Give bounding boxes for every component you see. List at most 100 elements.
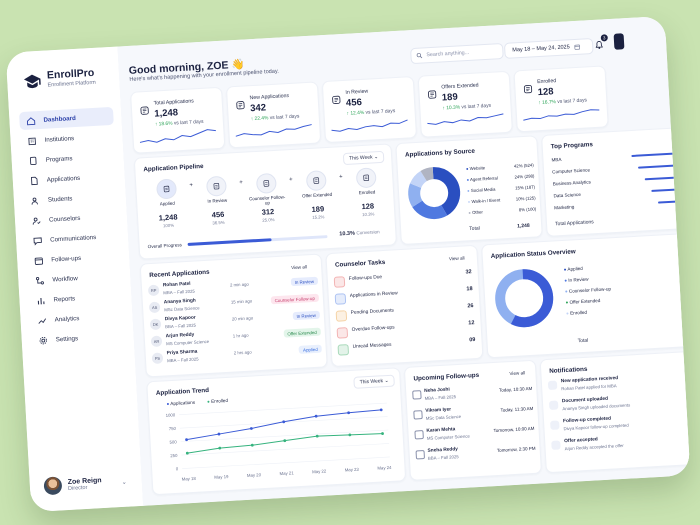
data-point[interactable] xyxy=(250,443,254,447)
avatar: AS xyxy=(148,301,161,314)
applied-time: 1 hr ago xyxy=(232,332,249,339)
status-legend-item: ● Counselor Follow-up xyxy=(565,286,611,294)
sidebar-item-counselors[interactable]: Counselors xyxy=(25,207,120,230)
status-badge: In Review xyxy=(290,276,319,287)
data-point[interactable] xyxy=(282,420,286,424)
source-slice[interactable] xyxy=(408,167,461,220)
followup-item[interactable]: Karan Mehta MS Computer Science Tomorrow, … xyxy=(414,423,535,446)
sidebar-item-applications[interactable]: Applications xyxy=(22,167,117,190)
stage-icon xyxy=(255,172,277,194)
kpi-value: 342 xyxy=(249,102,267,115)
status-label: Applied xyxy=(567,265,583,272)
user-profile[interactable]: Zoe Reign Director ⌄ xyxy=(43,473,127,496)
data-point[interactable] xyxy=(315,434,319,438)
source-slice[interactable] xyxy=(408,167,461,220)
task-item[interactable]: Unread Messages 09 xyxy=(337,336,476,357)
date-range-picker[interactable]: May 18 – May 24, 2025 xyxy=(503,37,594,59)
pipeline-stage[interactable]: In Review 456 36.5% xyxy=(196,175,239,226)
task-icon xyxy=(335,310,348,322)
followup-item[interactable]: Neha Joshi MBA – Fall 2025 Today, 10:30 AM xyxy=(412,383,533,406)
applied-time: 20 min ago xyxy=(231,315,254,322)
data-point[interactable] xyxy=(381,432,384,435)
data-point[interactable] xyxy=(283,439,287,443)
profile-menu-button[interactable] xyxy=(613,33,625,50)
y-tick-label: 0 xyxy=(176,466,179,471)
source-legend-label: ● Other xyxy=(468,209,483,215)
sidebar-item-dashboard[interactable]: Dashboard xyxy=(19,106,114,131)
source-slice[interactable] xyxy=(408,167,461,220)
pipeline-stage[interactable]: Applied 1,248 100% xyxy=(146,178,189,229)
plus-icon: + xyxy=(239,179,243,186)
users-icon xyxy=(31,196,40,205)
status-label: Counselor Follow-up xyxy=(568,286,612,294)
source-label: Website xyxy=(469,165,486,172)
avatar[interactable] xyxy=(43,476,63,496)
data-point[interactable] xyxy=(347,411,351,415)
chevron-down-icon[interactable]: ⌄ xyxy=(121,479,127,486)
pipeline-stage[interactable]: Enrolled 128 10.3% xyxy=(346,167,389,218)
sidebar-item-programs[interactable]: Programs xyxy=(21,147,116,170)
status-legend-item: ● In Review xyxy=(564,277,588,283)
source-label: Social Media xyxy=(470,186,496,194)
data-point[interactable] xyxy=(348,433,352,437)
sidebar-item-reports[interactable]: Reports xyxy=(29,287,124,310)
kpi-card-new-applications[interactable]: New Applications 342 ↑ 22.4% vs last 7 day… xyxy=(225,81,322,149)
chart-icon xyxy=(36,295,45,304)
trend-filter[interactable]: This Week ⌄ xyxy=(353,374,396,389)
bell-icon[interactable] xyxy=(594,39,605,50)
kpi-sparkline xyxy=(427,113,504,125)
grid-line xyxy=(181,443,390,456)
task-label: Overdue Follow-ups xyxy=(351,325,395,333)
pipeline-stage[interactable]: Counselor Follow-up 312 25.0% xyxy=(246,172,289,223)
stage-icon xyxy=(155,178,178,200)
followup-item[interactable]: Sneha Reddy BBA – Fall 2025 Tomorrow, 2:30… xyxy=(415,443,536,466)
source-value: 42% (524) xyxy=(513,162,534,169)
data-point[interactable] xyxy=(249,427,253,430)
program-name: Marketing xyxy=(554,204,575,211)
kpi-delta-value: ↑ 16.7% xyxy=(538,100,557,107)
recent-view-all-link[interactable]: View all xyxy=(290,264,307,271)
sidebar-item-workflow[interactable]: Workflow xyxy=(28,267,123,290)
sidebar-item-settings[interactable]: Settings xyxy=(31,327,126,350)
kpi-card-total-applications[interactable]: Total Applications 1,248 ↑ 18.6% vs last 7… xyxy=(130,86,226,154)
data-point[interactable] xyxy=(185,438,188,442)
upcoming-view-all-link[interactable]: View all xyxy=(509,370,526,377)
followup-name: Sneha Reddy xyxy=(427,447,459,454)
search-input[interactable]: Search anything... xyxy=(410,43,504,65)
sidebar-item-communications[interactable]: Communications xyxy=(26,227,121,250)
kpi-card-in-review[interactable]: In Review 456 ↑ 12.4% vs last 7 days xyxy=(321,76,418,144)
data-point[interactable] xyxy=(218,446,222,450)
data-point[interactable] xyxy=(185,451,189,455)
stage-percent: 10.3% xyxy=(362,211,375,218)
badge-icon xyxy=(427,86,437,99)
data-point[interactable] xyxy=(217,432,221,436)
status-badge: Offer Extended xyxy=(283,327,321,338)
applicant-program: MS Computer Science xyxy=(166,338,210,347)
kpi-sparkline xyxy=(331,119,408,132)
book-icon xyxy=(28,156,37,165)
notification-detail: Arjun Reddy accepted the offer xyxy=(564,442,624,452)
data-point[interactable] xyxy=(379,408,383,412)
stage-percent: 15.2% xyxy=(312,214,325,220)
progress-track xyxy=(187,235,328,246)
app-window: EnrollPro Enrollment Platform Dashboard I… xyxy=(5,15,691,513)
source-legend-label: ● Social Media xyxy=(467,187,496,194)
source-legend-item: ● Agent Referral 24% (298) xyxy=(466,173,534,182)
sidebar-item-label: Students xyxy=(47,194,73,204)
sidebar-item-institutions[interactable]: Institutions xyxy=(20,127,115,150)
followup-item[interactable]: Vikram Iyer MSc Data Science Today, 11:30 … xyxy=(413,403,534,426)
stage-percent: 25.0% xyxy=(262,217,275,223)
sidebar-item-follow-ups[interactable]: Follow-ups xyxy=(27,247,122,270)
kpi-card-enrolled[interactable]: Enrolled 128 ↑ 16.7% vs last 7 days xyxy=(513,65,609,133)
tasks-view-all-link[interactable]: View all xyxy=(448,255,465,262)
pipeline-filter[interactable]: This Week ⌄ xyxy=(342,150,385,166)
calendar-icon xyxy=(415,450,426,460)
data-point[interactable] xyxy=(314,414,318,418)
source-value: 8% (100) xyxy=(518,206,537,213)
sidebar-item-analytics[interactable]: Analytics xyxy=(30,307,125,330)
sidebar-item-students[interactable]: Students xyxy=(23,187,118,210)
kpi-card-offers-extended[interactable]: Offers Extended 189 ↑ 10.3% vs last 7 days xyxy=(417,70,513,138)
pipeline-stage[interactable]: Offer Extended 189 15.2% xyxy=(296,170,339,221)
chat-icon xyxy=(33,236,42,246)
brand[interactable]: EnrollPro Enrollment Platform xyxy=(23,67,96,91)
